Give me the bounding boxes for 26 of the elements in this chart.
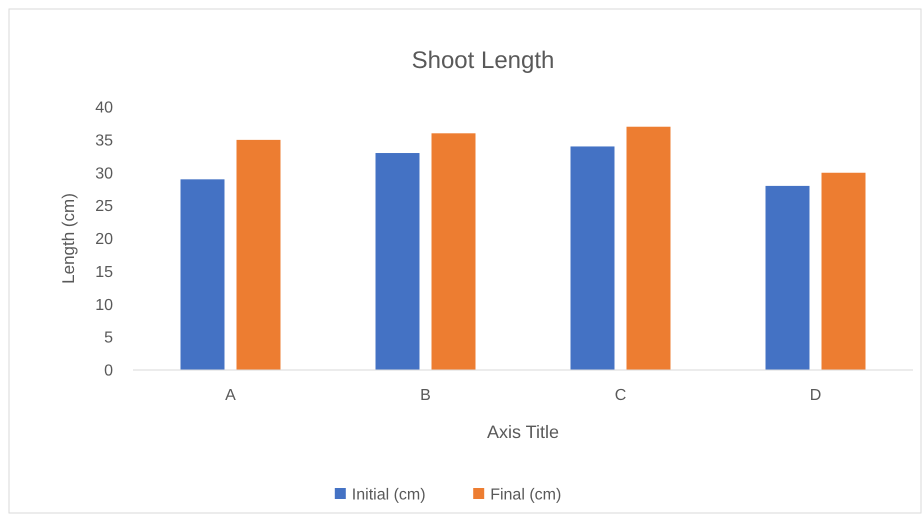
y-tick-label: 5 — [104, 330, 114, 347]
y-tick-label: 10 — [95, 296, 114, 314]
y-axis-title: Length (cm) — [59, 193, 78, 284]
y-tick-label: 0 — [104, 362, 114, 380]
x-tick-label: D — [810, 387, 822, 404]
legend-label: Initial (cm) — [352, 486, 426, 504]
bar — [822, 172, 866, 370]
y-tick-label: 15 — [95, 264, 114, 281]
bar — [626, 126, 670, 370]
bar — [180, 179, 224, 370]
chart-title: Shoot Length — [412, 47, 554, 74]
y-tick-label: 30 — [95, 165, 114, 182]
y-tick-label: 35 — [95, 132, 114, 150]
legend-label: Final (cm) — [490, 486, 562, 504]
bar — [236, 140, 280, 370]
bar — [570, 146, 614, 370]
bar — [432, 133, 476, 370]
x-tick-label: C — [614, 387, 626, 404]
x-tick-label: A — [225, 387, 236, 404]
bar — [766, 186, 810, 370]
x-axis-title: Axis Title — [486, 422, 560, 442]
y-tick-label: 20 — [95, 231, 114, 248]
bar — [376, 153, 420, 370]
y-tick-label: 25 — [95, 198, 114, 216]
y-tick-label: 40 — [95, 100, 114, 117]
x-tick-label: B — [420, 387, 431, 404]
